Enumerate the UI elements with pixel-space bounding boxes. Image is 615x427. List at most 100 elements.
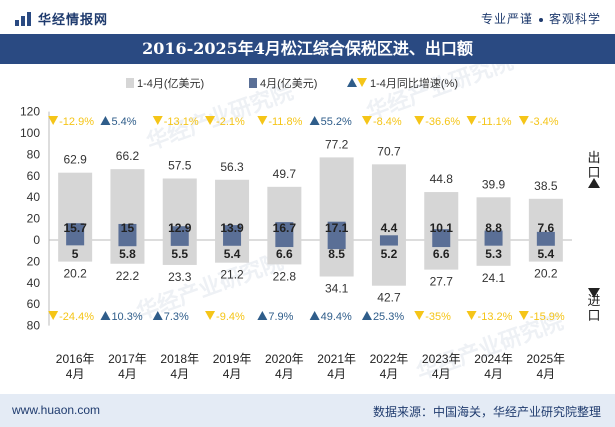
growth-export-label: -3.4% bbox=[530, 116, 559, 128]
label-export-ytd: 70.7 bbox=[377, 144, 401, 158]
label-export-month: 12.9 bbox=[168, 221, 192, 235]
label-export-month: 8.8 bbox=[485, 221, 502, 235]
bar-import-ytd bbox=[58, 240, 93, 262]
label-import-ytd: 24.1 bbox=[482, 271, 506, 285]
label-export-ytd: 38.5 bbox=[534, 179, 558, 193]
growth-import-label: -24.4% bbox=[59, 311, 94, 323]
bars bbox=[58, 157, 563, 286]
bar-import-month bbox=[484, 240, 503, 246]
chart-title: 2016-2025年4月松江综合保税区进、出口额 bbox=[142, 39, 473, 58]
export-side-label: 出口 bbox=[587, 150, 600, 180]
growth-import-label: 49.4% bbox=[321, 311, 352, 323]
y-tick-label: 40 bbox=[27, 190, 41, 204]
growth-export-down-icon bbox=[205, 116, 216, 125]
x-tick-label: 2023年 4月 bbox=[422, 352, 461, 381]
bar-export-ytd bbox=[371, 164, 406, 240]
label-import-month: 5.3 bbox=[485, 247, 502, 261]
x-tick-label: 2017年 4月 bbox=[108, 352, 147, 381]
label-import-month: 5 bbox=[72, 247, 79, 261]
bar-export-month bbox=[327, 221, 346, 240]
x-tick-label: 2018年 4月 bbox=[160, 352, 199, 381]
growth-import-down-icon bbox=[414, 311, 425, 320]
growth-import-label: -15.9% bbox=[530, 311, 565, 323]
label-export-ytd: 56.3 bbox=[220, 160, 244, 174]
x-tick-label: 2021年 4月 bbox=[317, 352, 356, 381]
tagline-1: 专业严谨 bbox=[480, 12, 533, 26]
legend: 1-4月(亿美元) 4月(亿美元) 1-4月同比增速(%) bbox=[126, 76, 458, 90]
growth-export-label: 5.4% bbox=[111, 116, 136, 128]
growth-export-down-icon bbox=[414, 116, 425, 125]
bar-import-month bbox=[432, 240, 451, 248]
label-import-ytd: 23.3 bbox=[168, 270, 192, 284]
bar-export-month bbox=[275, 222, 294, 240]
legend-growth-down-icon bbox=[357, 78, 367, 87]
brand-name: 华经情报网 bbox=[38, 12, 109, 27]
growth-export-down-icon bbox=[361, 116, 372, 125]
bar-export-month bbox=[66, 223, 85, 240]
label-import-ytd: 34.1 bbox=[325, 281, 349, 295]
x-tick-label: 2022年 4月 bbox=[370, 352, 409, 381]
export-arrow-icon bbox=[588, 178, 600, 188]
footer-source: 数据来源：中国海关，华经产业研究院整理 bbox=[372, 405, 601, 419]
bar-export-month bbox=[118, 223, 137, 240]
label-export-month: 17.1 bbox=[325, 221, 349, 235]
label-export-ytd: 49.7 bbox=[273, 167, 297, 181]
growth-export-down-icon bbox=[48, 116, 59, 125]
logo-icon bbox=[15, 11, 31, 26]
bar-import-month bbox=[118, 240, 137, 247]
legend-label-month: 4月(亿美元) bbox=[260, 77, 317, 90]
top-bar: 华经情报网 专业严谨 客观科学 bbox=[0, 0, 615, 34]
label-export-month: 16.7 bbox=[273, 221, 297, 235]
side-labels: 出口 进口 bbox=[587, 150, 600, 323]
label-import-ytd: 20.2 bbox=[534, 267, 558, 281]
label-export-ytd: 77.2 bbox=[325, 137, 349, 151]
x-tick-label: 2025年 4月 bbox=[526, 352, 565, 381]
y-axis: 120 100 80 60 40 20 0 20 40 60 80 bbox=[20, 105, 572, 333]
growth-import-label: 7.3% bbox=[164, 311, 189, 323]
y-tick-label: 80 bbox=[27, 319, 41, 333]
growth-import-down-icon bbox=[48, 311, 59, 320]
growth-export-label: -12.9% bbox=[59, 116, 94, 128]
bar-import-month bbox=[536, 240, 555, 246]
legend-label-growth: 1-4月同比增速(%) bbox=[370, 76, 458, 90]
bar-import-month bbox=[379, 240, 398, 246]
bar-export-month bbox=[223, 225, 242, 240]
chart: 华经产业研究院 华经产业研究院 华经产业研究院 华经产业研究院 1-4月(亿美元… bbox=[20, 64, 601, 385]
x-tick-label: 2016年 4月 bbox=[56, 352, 95, 381]
bar-export-month bbox=[536, 231, 555, 240]
growth-import-up-icon bbox=[309, 311, 320, 320]
bar-export-month bbox=[170, 226, 189, 240]
bar-import-ytd bbox=[371, 240, 406, 286]
y-tick-label: 100 bbox=[20, 126, 40, 140]
growth-import-up-icon bbox=[152, 311, 163, 320]
label-import-ytd: 22.2 bbox=[116, 269, 140, 283]
growth-import-up-icon bbox=[257, 311, 268, 320]
logo[interactable]: 华经情报网 bbox=[14, 9, 108, 28]
footer-url[interactable]: www.huaon.com bbox=[12, 403, 101, 417]
label-import-ytd: 20.2 bbox=[63, 267, 87, 281]
legend-swatch-ytd bbox=[126, 78, 134, 88]
label-import-month: 5.2 bbox=[381, 247, 398, 261]
growth-export-label: -2.1% bbox=[216, 116, 245, 128]
growth-import-down-icon bbox=[205, 311, 216, 320]
bar-export-month bbox=[484, 230, 503, 240]
label-import-month: 6.6 bbox=[433, 247, 450, 261]
import-arrow-icon bbox=[588, 288, 600, 298]
x-tick-label: 2019年 4月 bbox=[213, 352, 252, 381]
growth-export-label: -8.4% bbox=[373, 116, 402, 128]
y-tick-label: 120 bbox=[20, 105, 40, 119]
label-import-ytd: 27.7 bbox=[430, 275, 454, 289]
tagline-2: 客观科学 bbox=[548, 12, 601, 26]
x-tick-label: 2024年 4月 bbox=[474, 352, 513, 381]
growth-export-up-icon bbox=[100, 116, 111, 125]
label-import-month: 5.5 bbox=[171, 247, 188, 261]
bar-import-month bbox=[327, 240, 346, 250]
growth-import-up-icon bbox=[100, 311, 111, 320]
growth-import-up-icon bbox=[361, 311, 372, 320]
growth-export-up-icon bbox=[309, 116, 320, 125]
bar-export-month bbox=[432, 229, 451, 240]
growth-export-down-icon bbox=[257, 116, 268, 125]
label-export-month: 15.7 bbox=[63, 221, 87, 235]
label-export-month: 10.1 bbox=[430, 221, 454, 235]
growth-import-label: 10.3% bbox=[111, 311, 142, 323]
